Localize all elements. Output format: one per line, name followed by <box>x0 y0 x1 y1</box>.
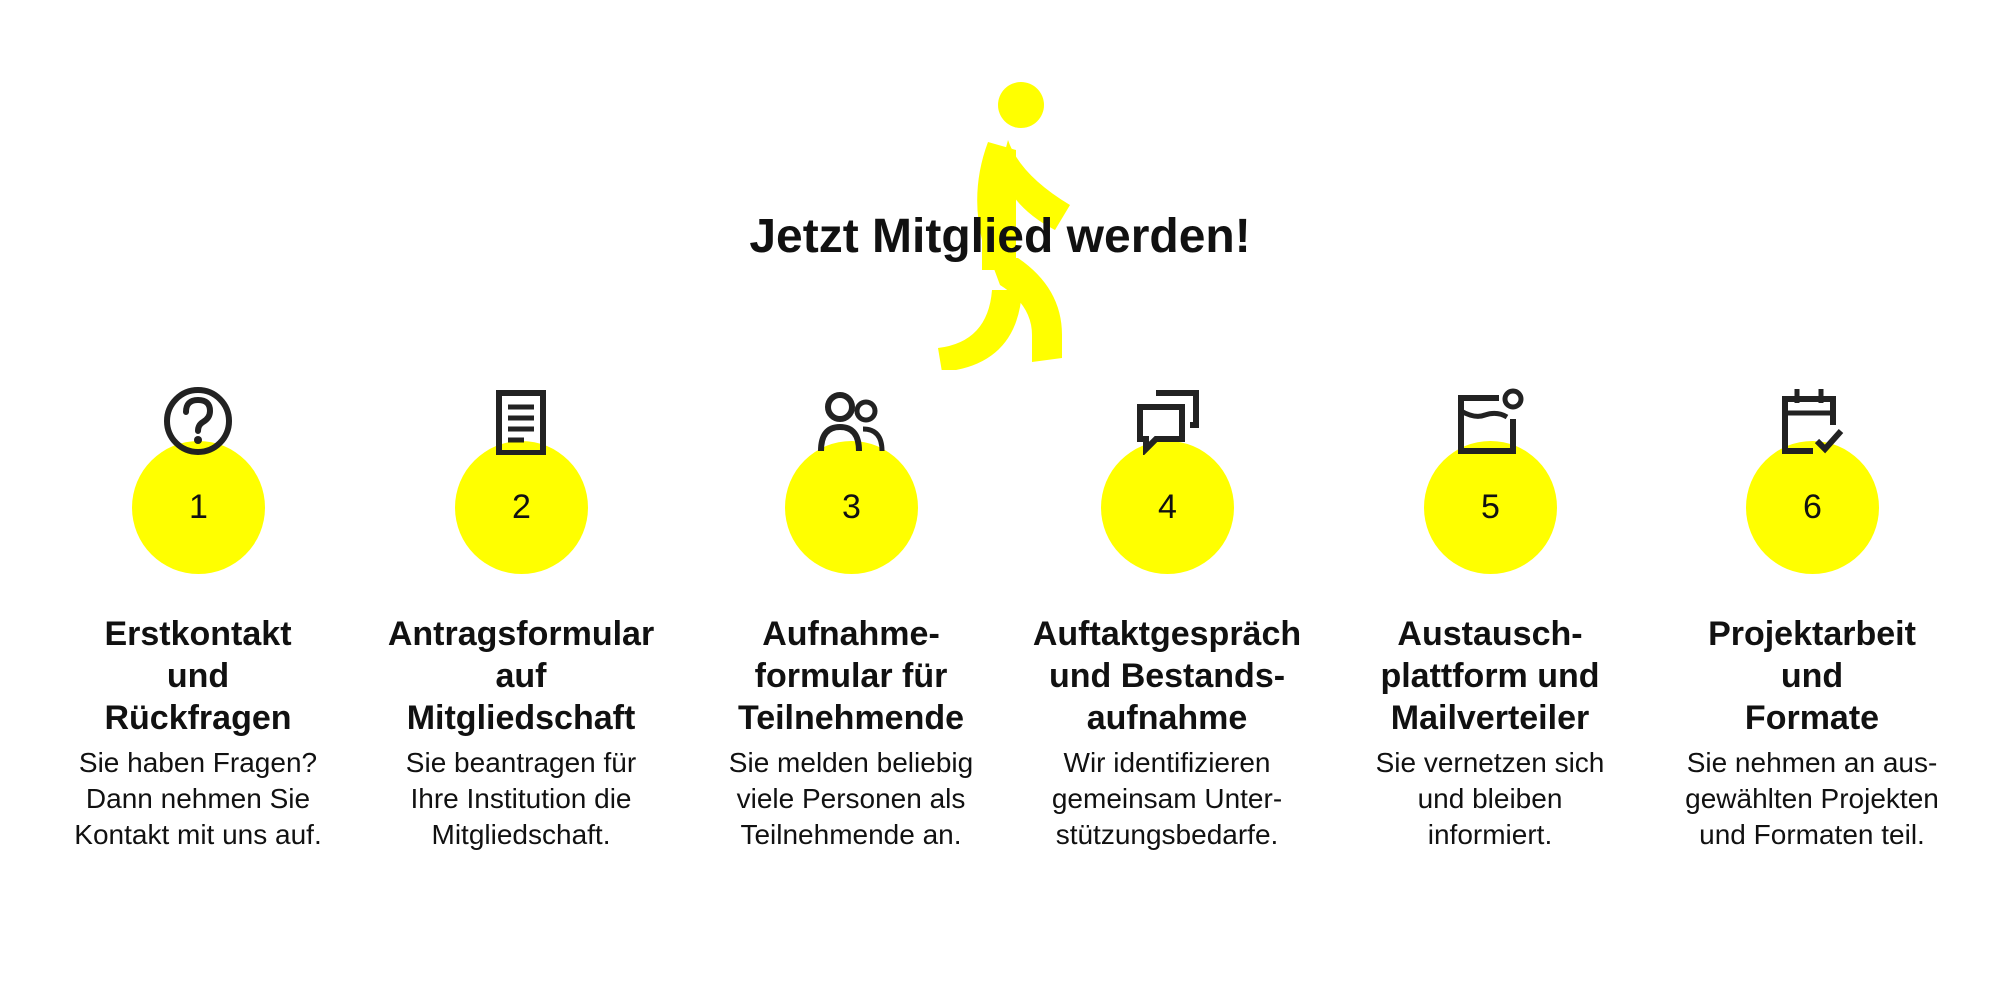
step-title: Projektarbeit und Formate <box>1708 615 1916 737</box>
step-title: Antragsformular auf Mitgliedschaft <box>387 615 655 737</box>
step-number-circle <box>1746 441 1879 574</box>
walking-person-icon <box>938 82 1070 370</box>
step-number: 6 <box>1803 488 1822 526</box>
step-number: 3 <box>842 488 861 526</box>
step-title: Austausch- plattform und Mailverteiler <box>1380 615 1600 737</box>
step-number-circle <box>455 441 588 574</box>
step-description: Sie vernetzen sich und bleiben informier… <box>1375 747 1605 850</box>
question-mark-icon <box>164 387 232 455</box>
calendar-check-icon <box>1782 389 1844 454</box>
step-title: Erstkontakt und Rückfragen <box>104 615 292 737</box>
page-title: Jetzt Mitglied werden! <box>749 210 1251 263</box>
step-title: Auftaktgespräch und Bestands- aufnahme <box>1032 615 1302 737</box>
step-number-circle <box>785 441 918 574</box>
step-title: Aufnahme- formular für Teilnehmende <box>737 615 965 737</box>
mail-notification-icon <box>1458 388 1524 454</box>
step-number: 5 <box>1481 488 1500 526</box>
document-icon <box>496 390 546 455</box>
step-number: 2 <box>512 488 531 526</box>
step-description: Sie melden beliebig viele Personen als T… <box>728 747 974 850</box>
step-number-circle <box>1101 441 1234 574</box>
step-number-circle <box>1424 441 1557 574</box>
step-number: 1 <box>189 488 208 526</box>
step-number: 4 <box>1158 488 1177 526</box>
people-icon <box>818 392 885 452</box>
step-description: Sie nehmen an aus- gewählten Projekten u… <box>1685 747 1939 850</box>
step-description: Sie haben Fragen? Dann nehmen Sie Kontak… <box>74 747 322 850</box>
step-number-circle <box>132 441 265 574</box>
step-description: Sie beantragen für Ihre Institution die … <box>405 747 637 850</box>
step-description: Wir identifizieren gemeinsam Unter- stüt… <box>1051 747 1283 850</box>
chat-bubbles-icon <box>1137 390 1199 455</box>
